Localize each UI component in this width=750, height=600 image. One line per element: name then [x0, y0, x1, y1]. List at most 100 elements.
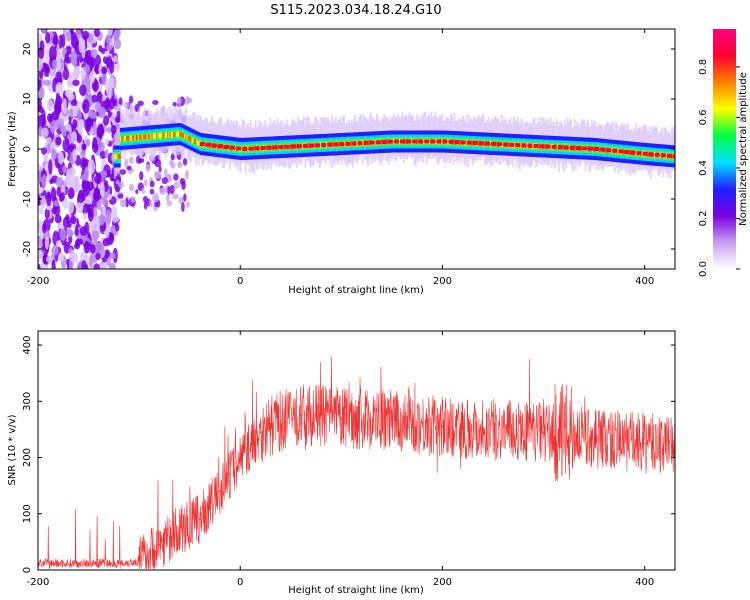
heatmap-cell	[624, 150, 630, 154]
snr-data-point	[178, 529, 181, 532]
heatmap-cell	[95, 252, 101, 261]
spectrogram-x-tick-label: 200	[433, 276, 452, 287]
heatmap-cell	[77, 119, 85, 129]
snr-y-tick-label: 400	[22, 336, 33, 355]
snr-data-point	[118, 562, 120, 565]
heatmap-cell	[653, 152, 656, 158]
heatmap-cell	[236, 146, 242, 151]
heatmap-cell	[332, 141, 335, 147]
heatmap-cell	[42, 154, 49, 161]
heatmap-cell	[184, 170, 190, 180]
heatmap-cell	[73, 58, 78, 68]
heatmap-cell	[116, 154, 119, 159]
heatmap-cell	[654, 152, 660, 157]
heatmap-cell	[158, 133, 161, 139]
heatmap-cell	[89, 70, 96, 84]
snr-frame	[37, 330, 676, 571]
heatmap-cell	[91, 94, 99, 103]
heatmap-cell	[533, 144, 539, 148]
heatmap-cell	[92, 215, 100, 232]
heatmap-cell	[278, 145, 284, 150]
heatmap-cell	[96, 91, 103, 105]
heatmap-cell	[167, 185, 171, 196]
snr-data-point	[229, 473, 231, 476]
heatmap-cell	[84, 240, 90, 254]
heatmap-cell	[114, 223, 120, 232]
heatmap-cell	[151, 133, 154, 139]
heatmap-cell	[78, 38, 84, 53]
heatmap-cell	[93, 263, 101, 269]
snr-data-point	[441, 425, 444, 428]
heatmap-cell	[405, 139, 408, 144]
heatmap-cell	[417, 139, 420, 144]
colorbar-tick-label: 0.6	[698, 109, 709, 125]
heatmap-cell	[545, 144, 551, 149]
heatmap-cell	[123, 136, 126, 142]
snr-y-tick-label: 200	[22, 448, 33, 467]
heatmap-cell	[61, 47, 67, 55]
spectrogram-y-tick-label: 20	[22, 43, 33, 56]
heatmap-cell	[166, 200, 173, 207]
snr-data-point	[249, 445, 252, 448]
heatmap-cell	[173, 181, 181, 189]
heatmap-cell	[259, 145, 262, 151]
heatmap-cell	[71, 131, 78, 145]
snr-y-ticks: 0 100 200 300 400	[22, 336, 675, 573]
heatmap-cell	[115, 179, 120, 185]
heatmap-cell	[447, 139, 450, 145]
snr-data-point	[643, 442, 646, 445]
heatmap-cell	[466, 140, 472, 145]
heatmap-cell	[92, 190, 101, 202]
heatmap-cell	[109, 173, 115, 182]
heatmap-cell	[490, 141, 496, 146]
heatmap-cell	[50, 187, 57, 203]
heatmap-cell	[61, 33, 66, 48]
heatmap-cell	[190, 136, 193, 142]
heatmap-cell	[72, 68, 80, 79]
snr-x-tick-label: -200	[27, 577, 50, 588]
heatmap-cell	[277, 144, 280, 150]
heatmap-cell	[172, 132, 175, 138]
heatmap-cell	[557, 145, 563, 150]
heatmap-cell	[158, 165, 162, 173]
heatmap-cell	[38, 263, 41, 269]
heatmap-cell	[166, 132, 169, 138]
spectrogram-y-tick-label: -10	[22, 191, 33, 207]
heatmap-cell	[137, 100, 144, 107]
heatmap-cell	[192, 138, 195, 143]
heatmap-cell	[138, 157, 145, 164]
heatmap-cell	[320, 142, 323, 148]
heatmap-cell	[471, 140, 474, 146]
colorbar-gradient	[713, 29, 736, 269]
heatmap-cell	[424, 139, 430, 144]
heatmap-cell	[575, 146, 581, 151]
heatmap-cell	[128, 156, 134, 164]
heatmap-cell	[85, 138, 91, 147]
heatmap-cell	[130, 196, 136, 203]
heatmap-cell	[155, 133, 158, 139]
spectrogram-y-tick-label: 10	[22, 93, 33, 106]
heatmap-cell	[94, 175, 102, 184]
heatmap-cell	[172, 101, 177, 107]
heatmap-cell	[87, 208, 94, 222]
colorbar-ticks: 0.0 0.2 0.4 0.6 0.8	[698, 59, 740, 277]
heatmap-cell	[59, 228, 67, 241]
heatmap-cell	[68, 200, 75, 215]
heatmap-cell	[321, 143, 327, 147]
heatmap-cell	[84, 118, 92, 133]
heatmap-cell	[635, 150, 638, 156]
heatmap-cell	[67, 230, 74, 238]
heatmap-cell	[85, 49, 93, 61]
heatmap-cell	[241, 146, 244, 152]
heatmap-cell	[99, 150, 107, 160]
heatmap-cell	[368, 140, 371, 146]
spectrogram-y-tick-label: -20	[22, 241, 33, 257]
heatmap-cell	[180, 132, 183, 137]
heatmap-cell	[472, 141, 478, 145]
heatmap-cell	[435, 139, 438, 144]
heatmap-cell	[254, 146, 260, 151]
heatmap-cell	[64, 138, 70, 145]
heatmap-cell	[587, 146, 590, 152]
heatmap-cell	[94, 101, 102, 113]
heatmap-cell	[72, 148, 77, 162]
